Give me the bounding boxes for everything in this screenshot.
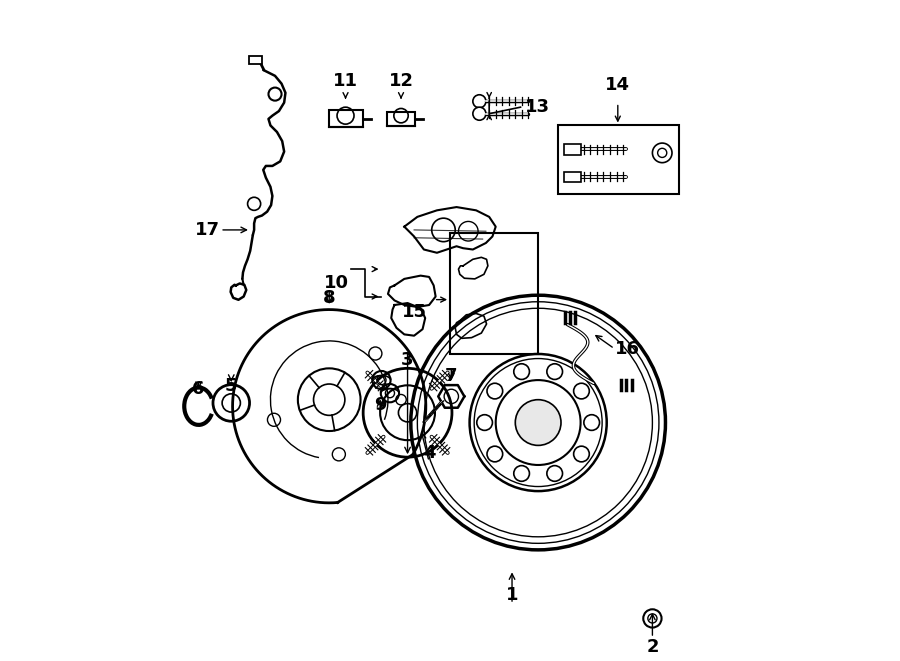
- Bar: [564, 144, 580, 155]
- Circle shape: [547, 364, 562, 379]
- Text: 7: 7: [446, 367, 457, 385]
- Text: 15: 15: [402, 303, 428, 321]
- Circle shape: [477, 414, 492, 430]
- Bar: [450, 233, 538, 354]
- Text: 5: 5: [225, 377, 238, 395]
- Circle shape: [472, 107, 486, 120]
- Text: 11: 11: [333, 71, 358, 89]
- Circle shape: [584, 414, 599, 430]
- Circle shape: [514, 364, 529, 379]
- Circle shape: [573, 446, 590, 462]
- Text: 8: 8: [323, 289, 336, 307]
- Text: 2: 2: [646, 638, 659, 656]
- Text: 3: 3: [401, 351, 414, 369]
- Bar: [564, 172, 580, 182]
- Circle shape: [514, 465, 529, 481]
- Circle shape: [547, 465, 562, 481]
- Circle shape: [487, 383, 503, 399]
- Text: 12: 12: [389, 71, 413, 89]
- Circle shape: [644, 609, 662, 627]
- Text: 17: 17: [195, 221, 220, 239]
- Text: 13: 13: [525, 98, 550, 116]
- Text: 16: 16: [615, 340, 640, 358]
- Text: 4: 4: [423, 444, 436, 462]
- Text: 14: 14: [606, 76, 630, 94]
- Bar: [328, 110, 363, 128]
- Circle shape: [487, 446, 503, 462]
- Bar: [387, 112, 416, 126]
- Circle shape: [573, 383, 590, 399]
- Circle shape: [472, 95, 486, 108]
- Bar: [558, 126, 679, 194]
- Bar: [249, 56, 262, 64]
- Text: 1: 1: [506, 586, 518, 604]
- Text: 10: 10: [324, 274, 349, 292]
- Circle shape: [516, 400, 561, 446]
- Text: 9: 9: [374, 396, 386, 414]
- Text: 6: 6: [193, 380, 205, 398]
